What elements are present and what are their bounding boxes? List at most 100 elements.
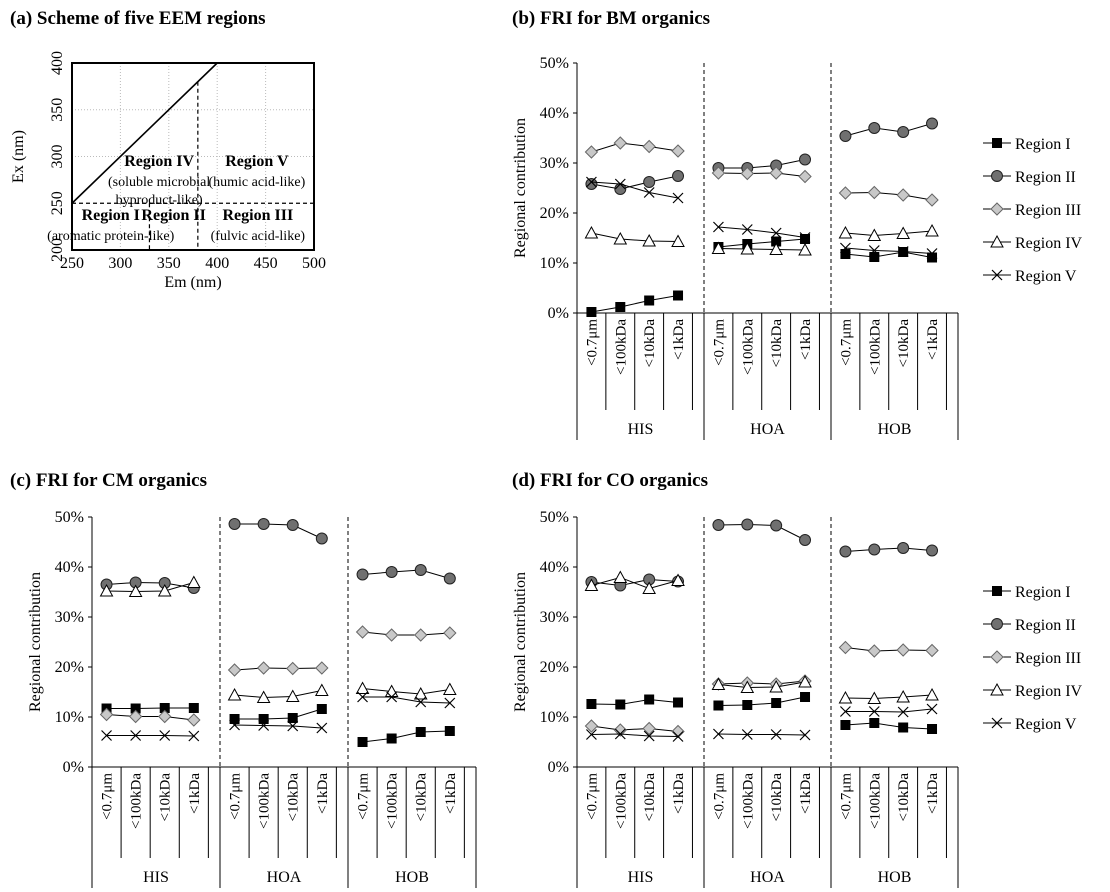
series-line bbox=[362, 696, 450, 704]
data-point bbox=[413, 686, 428, 700]
y-tick-label: 40% bbox=[540, 559, 569, 576]
data-point bbox=[869, 718, 880, 728]
data-point bbox=[713, 700, 724, 711]
data-point bbox=[584, 719, 599, 733]
region-label: Region II bbox=[141, 207, 205, 224]
x-tick-label: <100kDa bbox=[613, 319, 629, 375]
data-point bbox=[799, 153, 812, 166]
legend-marker bbox=[991, 170, 1003, 182]
x-tick: <100kDa bbox=[257, 773, 273, 829]
data-point bbox=[868, 706, 880, 717]
data-point bbox=[258, 720, 270, 731]
cross-stroke bbox=[586, 176, 597, 188]
panel-c-chart: 0% 10% 20% 30% 40% 50% Regional contribution <0… bbox=[27, 509, 477, 888]
cross-stroke bbox=[770, 227, 782, 239]
x-tick: <100kDa bbox=[740, 773, 756, 829]
legend-label: Region III bbox=[1015, 202, 1081, 219]
series-line bbox=[234, 708, 322, 720]
data-point bbox=[927, 252, 938, 263]
series-line bbox=[845, 547, 933, 552]
data-point bbox=[414, 628, 428, 642]
cross-stroke bbox=[316, 722, 328, 734]
x-tick: <1kDa bbox=[925, 319, 941, 360]
y-tick: 300 bbox=[49, 145, 66, 169]
series-region-ii bbox=[585, 117, 939, 195]
data-point bbox=[672, 731, 684, 742]
y-tick-label: 30% bbox=[540, 155, 569, 172]
legend-label: Region I bbox=[1015, 136, 1071, 153]
data-point bbox=[838, 640, 853, 655]
x-tick-label: <10kDa bbox=[642, 319, 658, 368]
x-tick-label: <100kDa bbox=[385, 773, 401, 829]
cross-stroke bbox=[229, 719, 240, 731]
series-line bbox=[718, 681, 806, 689]
cross-stroke bbox=[357, 691, 368, 703]
data-point bbox=[443, 626, 457, 640]
series-line bbox=[591, 733, 679, 737]
series-region-i bbox=[586, 692, 938, 734]
data-point bbox=[898, 722, 909, 733]
data-point bbox=[926, 248, 938, 259]
series-line bbox=[106, 581, 194, 589]
data-point bbox=[586, 176, 597, 188]
legend-marker bbox=[991, 717, 1003, 729]
x-tick: <100kDa bbox=[740, 319, 756, 375]
data-point bbox=[642, 139, 656, 154]
x-tick: <100kDa bbox=[385, 773, 401, 829]
x-tick-label: <0.7μm bbox=[356, 773, 372, 820]
data-point bbox=[414, 564, 427, 576]
region-desc: (soluble microbial bbox=[108, 175, 210, 190]
x-tick-label: <0.7μm bbox=[228, 773, 244, 820]
data-point bbox=[615, 699, 626, 710]
data-point bbox=[158, 709, 172, 724]
data-point bbox=[741, 518, 754, 531]
data-point bbox=[257, 518, 270, 530]
legend-item: Region IV bbox=[983, 234, 1083, 252]
group-label: HOB bbox=[395, 869, 429, 886]
x-tick-label: <100kDa bbox=[613, 773, 629, 829]
series-line bbox=[106, 735, 194, 737]
x-axis-label: Em (nm) bbox=[164, 274, 221, 291]
data-point bbox=[286, 519, 299, 531]
data-point bbox=[800, 234, 811, 244]
series-region-i bbox=[101, 703, 455, 747]
cross-stroke bbox=[614, 178, 626, 190]
x-tick: <10kDa bbox=[896, 773, 912, 822]
legend-label: Region V bbox=[1015, 716, 1077, 733]
data-point bbox=[770, 227, 782, 239]
series-line bbox=[591, 175, 679, 190]
y-tick-label: 20% bbox=[55, 659, 84, 676]
series-line bbox=[718, 248, 806, 251]
x-tick: <1kDa bbox=[798, 773, 814, 814]
data-point bbox=[800, 692, 811, 702]
cross-stroke bbox=[101, 730, 112, 741]
legend-label: Region III bbox=[1015, 650, 1081, 667]
group-label: HOA bbox=[267, 869, 302, 886]
diagonal-boundary bbox=[71, 62, 218, 204]
data-point bbox=[711, 241, 726, 254]
data-point bbox=[798, 242, 812, 256]
data-point bbox=[128, 709, 143, 724]
data-point bbox=[615, 302, 626, 312]
data-point bbox=[838, 690, 853, 704]
data-point bbox=[643, 187, 655, 198]
legend-label: Region I bbox=[1015, 584, 1071, 601]
data-point bbox=[925, 687, 939, 701]
data-point bbox=[771, 236, 782, 247]
y-tick-label: 350 bbox=[49, 98, 66, 122]
cross-stroke bbox=[130, 730, 142, 741]
cross-stroke bbox=[897, 706, 909, 718]
data-point bbox=[444, 697, 456, 709]
x-tick-label: 250 bbox=[60, 255, 84, 272]
series-line bbox=[845, 708, 933, 713]
data-point bbox=[159, 730, 171, 741]
y-tick-label: 40% bbox=[540, 105, 569, 122]
x-tick: <1kDa bbox=[315, 773, 331, 814]
x-tick-label: 300 bbox=[108, 255, 132, 272]
y-tick-label: 30% bbox=[540, 609, 569, 626]
data-point bbox=[897, 542, 910, 554]
x-tick-label: <0.7μm bbox=[584, 319, 600, 366]
x-tick: <0.7μm bbox=[711, 319, 727, 366]
cross-stroke bbox=[868, 706, 880, 717]
